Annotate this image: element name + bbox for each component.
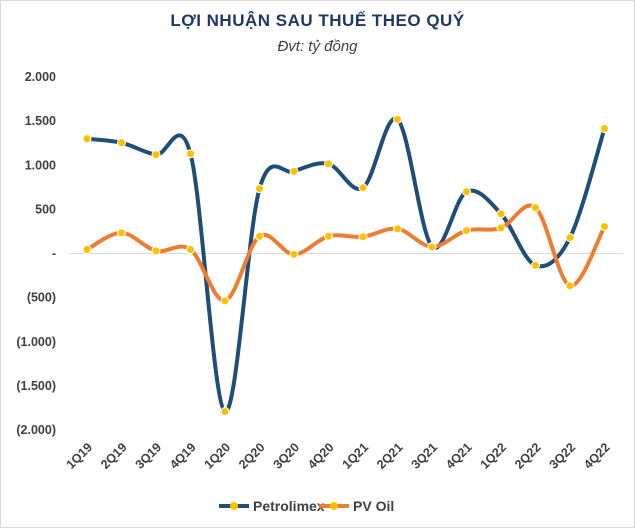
data-point-pv-oil [151,246,161,256]
series-line-pv-oil [85,203,607,303]
chart-subtitle: Đvt: tỷ đồng [277,38,358,55]
x-tick-label: 3Q20 [271,440,303,472]
x-tick-label: 2Q20 [236,440,268,472]
data-point-pv-oil [289,249,299,259]
data-point-petrolimex [565,233,575,243]
data-point-pv-oil [117,228,126,238]
x-tick-label: 3Q22 [547,440,579,472]
legend-marker-pv-oil [330,502,338,510]
data-point-pv-oil [186,245,195,255]
x-tick-label: 1Q19 [64,440,96,472]
y-tick-label: - [52,247,56,261]
x-tick-label: 1Q22 [478,440,510,472]
data-point-pv-oil [393,224,402,234]
x-tick-label: 2Q22 [512,440,544,472]
data-point-petrolimex [324,159,333,169]
y-tick-label: (2.000) [16,423,56,437]
x-tick-label: 4Q19 [167,440,199,472]
data-point-petrolimex [117,138,126,148]
data-point-pv-oil [324,231,333,241]
y-tick-label: (1.500) [16,379,56,393]
data-point-petrolimex [496,209,506,219]
legend-label-pv-oil: PV Oil [353,498,394,514]
data-point-petrolimex [531,260,540,270]
x-tick-label: 4Q21 [443,440,475,472]
data-point-pv-oil [427,242,437,252]
data-point-pv-oil [531,203,540,213]
data-point-pv-oil [255,231,264,241]
data-point-pv-oil [496,223,506,233]
data-point-petrolimex [151,150,161,160]
data-point-pv-oil [220,296,230,306]
data-point-petrolimex [358,183,368,193]
y-tick-label: 500 [35,202,56,216]
legend-marker-petrolimex [230,502,238,510]
x-tick-label: 4Q20 [305,440,337,472]
y-tick-label: 1.000 [25,158,56,172]
data-point-pv-oil [600,222,609,232]
data-point-petrolimex [393,114,402,124]
chart-title: LỢI NHUẬN SAU THUẾ THEO QUÝ [170,11,465,30]
data-point-petrolimex [462,187,471,197]
y-tick-label: (1.000) [16,335,56,349]
data-point-pv-oil [82,245,92,255]
data-point-pv-oil [358,232,368,242]
x-tick-label: 4Q22 [581,440,613,472]
y-tick-label: 2.000 [25,70,56,84]
x-tick-label: 1Q21 [340,440,372,472]
data-point-petrolimex [289,166,299,176]
data-point-petrolimex [220,406,230,416]
x-tick-label: 3Q21 [409,440,441,472]
x-tick-label: 3Q19 [133,440,165,472]
data-point-pv-oil [462,226,471,236]
x-tick-label: 2Q21 [374,440,406,472]
data-point-petrolimex [600,124,609,134]
series-line-petrolimex [85,116,607,414]
x-tick-label: 2Q19 [98,440,130,472]
x-tick-label: 1Q20 [202,440,234,472]
legend-label-petrolimex: Petrolimex [253,498,325,514]
data-point-petrolimex [186,149,195,159]
y-tick-label: (500) [27,291,56,305]
data-point-petrolimex [255,184,264,194]
data-point-pv-oil [565,281,575,291]
data-point-petrolimex [82,134,92,144]
y-tick-label: 1.500 [25,114,56,128]
